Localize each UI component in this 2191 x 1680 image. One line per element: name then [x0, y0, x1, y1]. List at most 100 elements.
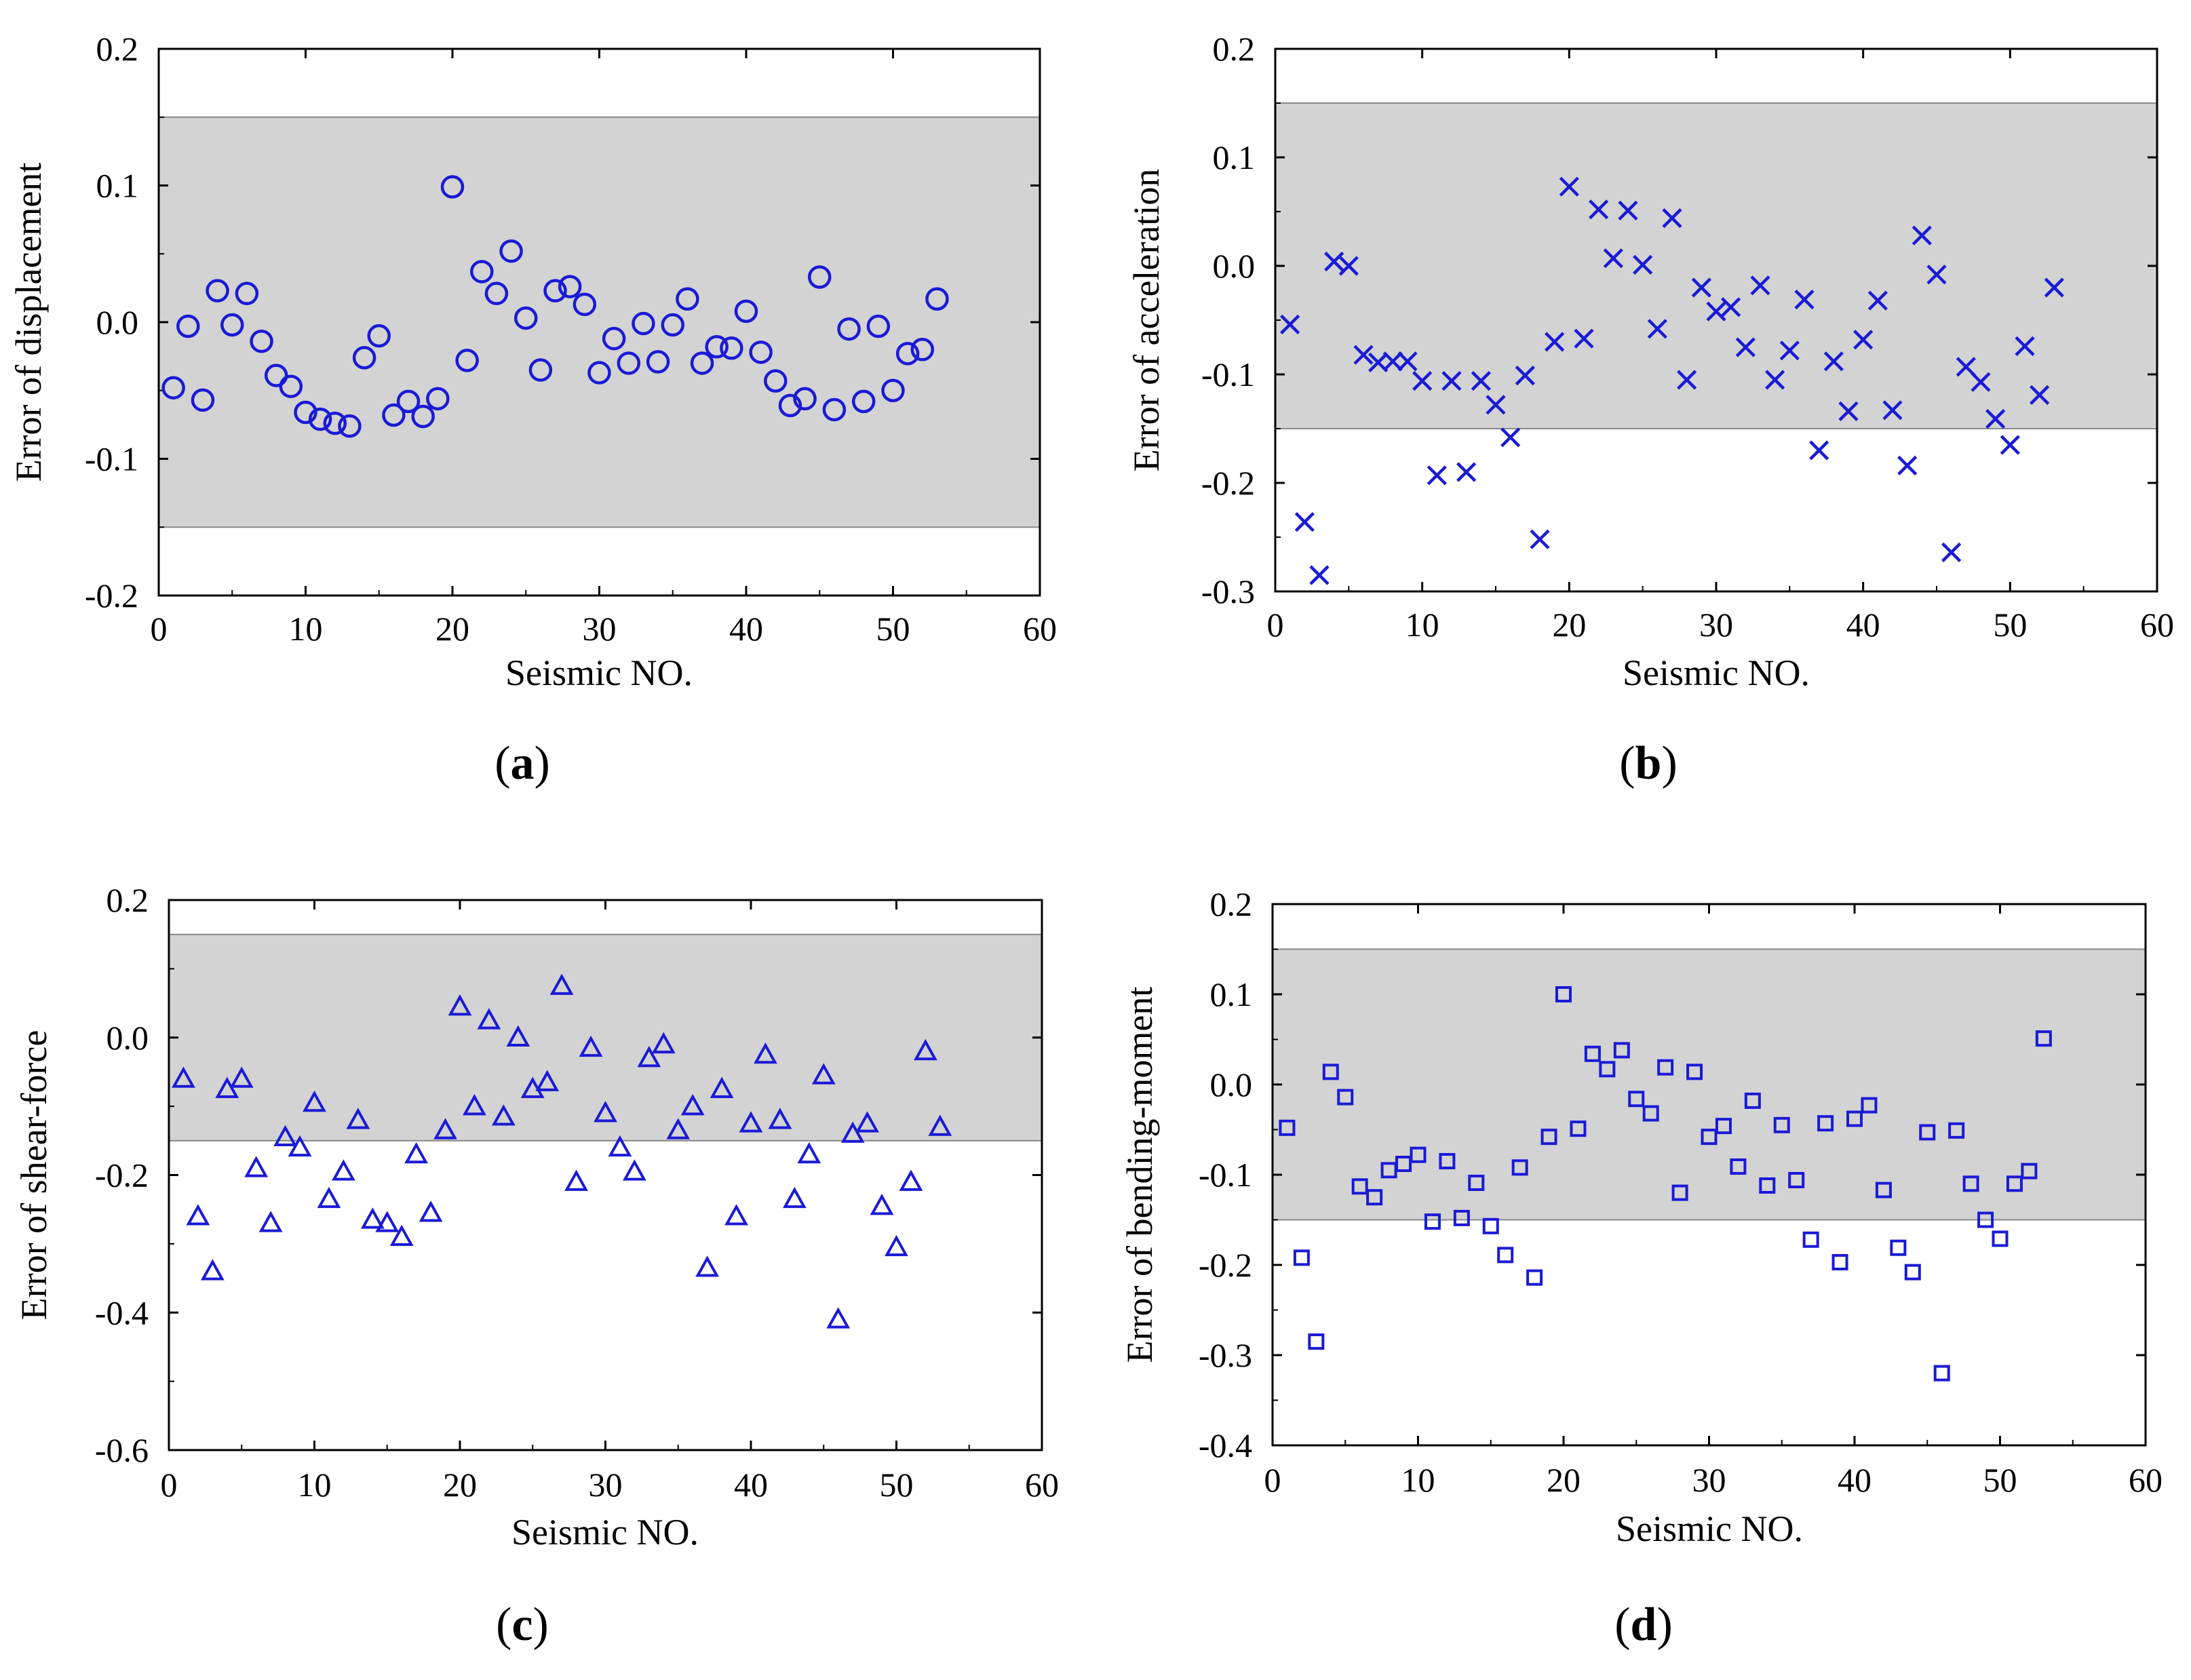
- data-point-square: [1395, 1156, 1412, 1173]
- data-point-cross: [1809, 440, 1829, 461]
- data-point-circle: [910, 338, 935, 362]
- data-point-cross: [1589, 199, 1609, 220]
- data-point-circle: [617, 351, 641, 375]
- x-tick-label: 40: [1846, 606, 1880, 644]
- x-tick-label: 50: [1993, 606, 2027, 644]
- data-point-square: [1337, 1089, 1354, 1106]
- data-point-square: [1977, 1211, 1994, 1228]
- data-point-square: [1875, 1181, 1892, 1198]
- data-point-triangle: [317, 1186, 341, 1209]
- y-tick-label: 0.0: [96, 303, 139, 341]
- data-point-cross: [1603, 248, 1623, 269]
- data-point-triangle: [332, 1159, 355, 1181]
- data-point-square: [1657, 1059, 1674, 1076]
- data-point-circle: [279, 374, 303, 398]
- data-point-triangle: [477, 1008, 501, 1030]
- data-point-square: [1511, 1159, 1528, 1176]
- data-point-circle: [895, 342, 920, 366]
- data-point-circle: [734, 299, 758, 324]
- x-axis-title: Seismic NO.: [1623, 652, 1810, 693]
- data-point-cross: [1823, 351, 1844, 372]
- panel-label: (b): [1619, 737, 1678, 789]
- data-point-cross: [1706, 301, 1726, 321]
- data-point-square: [1293, 1249, 1310, 1266]
- data-point-cross: [1397, 351, 1418, 372]
- data-point-circle: [294, 400, 317, 425]
- data-point-circle: [778, 393, 802, 418]
- data-point-cross: [1530, 529, 1550, 549]
- x-tick-label: 0: [151, 610, 168, 648]
- data-point-cross: [1926, 265, 1947, 285]
- data-point-triangle: [797, 1141, 821, 1164]
- data-point-square: [1468, 1174, 1485, 1191]
- data-point-circle: [881, 378, 905, 402]
- data-point-circle: [661, 313, 684, 337]
- data-point-triangle: [288, 1135, 312, 1157]
- x-tick-label: 10: [298, 1466, 332, 1504]
- y-tick-label: 0.1: [1213, 138, 1256, 176]
- data-point-cross: [1838, 401, 1859, 421]
- data-point-circle: [484, 281, 509, 305]
- data-point-circle: [206, 279, 229, 302]
- data-point-square: [1482, 1217, 1499, 1234]
- data-point-cross: [1985, 409, 2006, 429]
- y-tick-label: -0.3: [1199, 1336, 1252, 1374]
- tolerance-band: [1273, 949, 2146, 1220]
- data-point-triangle: [899, 1169, 923, 1191]
- data-point-circle: [220, 313, 244, 337]
- x-tick-label: 40: [1838, 1461, 1872, 1499]
- data-point-square: [1919, 1124, 1936, 1141]
- y-tick-label: 0.2: [1210, 885, 1253, 923]
- x-tick-label: 60: [1025, 1466, 1059, 1504]
- data-point-circle: [191, 388, 215, 412]
- data-point-cross: [1647, 319, 1667, 339]
- data-point-cross: [1618, 200, 1638, 220]
- y-tick-label: 0.2: [106, 881, 149, 919]
- data-point-square: [1613, 1042, 1630, 1059]
- data-point-circle: [367, 324, 391, 348]
- data-point-cross: [1500, 427, 1521, 448]
- data-point-triangle: [579, 1035, 603, 1057]
- data-point-cross: [1882, 400, 1903, 421]
- data-point-circle: [426, 387, 450, 411]
- data-point-cross: [1662, 208, 1682, 229]
- data-point-cross: [1559, 176, 1579, 197]
- data-point-square: [1846, 1110, 1863, 1127]
- data-point-triangle: [200, 1259, 225, 1281]
- panel-label: (a): [495, 737, 550, 789]
- data-point-triangle: [914, 1038, 937, 1061]
- data-point-square: [1366, 1189, 1383, 1206]
- data-point-square: [1715, 1118, 1732, 1135]
- data-point-triangle: [710, 1076, 734, 1098]
- data-point-circle: [793, 387, 817, 411]
- y-tick-label: -0.2: [95, 1156, 149, 1194]
- x-tick-label: 60: [2140, 606, 2174, 644]
- x-tick-label: 30: [1692, 1461, 1726, 1499]
- data-point-triangle: [419, 1200, 443, 1222]
- data-point-triangle: [564, 1169, 588, 1191]
- x-axis-title: Seismic NO.: [511, 1512, 699, 1552]
- data-point-cross: [2000, 435, 2020, 455]
- data-point-square: [1992, 1230, 2009, 1247]
- y-tick-label: -0.3: [1201, 572, 1255, 610]
- y-tick-label: -0.4: [95, 1293, 149, 1331]
- panel-a: 0 10 20 30 40 50 60 -0.2 -0.1 0.0 0.1 0.2 Seismic NO…: [8, 30, 1057, 789]
- data-point-triangle: [360, 1207, 385, 1229]
- data-point-circle: [808, 265, 832, 289]
- data-point-triangle: [448, 994, 472, 1016]
- data-point-triangle: [826, 1307, 851, 1329]
- data-point-circle: [676, 287, 699, 311]
- x-tick-label: 0: [1264, 1461, 1281, 1499]
- data-point-cross: [1956, 357, 1976, 377]
- y-tick-label: 0.1: [96, 167, 139, 205]
- data-point-cross: [2044, 277, 2064, 298]
- data-point-square: [1904, 1264, 1921, 1281]
- data-point-square: [1686, 1063, 1703, 1080]
- data-point-cross: [1324, 252, 1344, 272]
- panel-label-letter: d: [1631, 1599, 1657, 1651]
- data-point-triangle: [535, 1070, 560, 1091]
- data-point-square: [1410, 1146, 1427, 1163]
- data-point-circle: [470, 260, 494, 284]
- data-point-circle: [543, 279, 567, 302]
- data-point-triangle: [273, 1125, 297, 1146]
